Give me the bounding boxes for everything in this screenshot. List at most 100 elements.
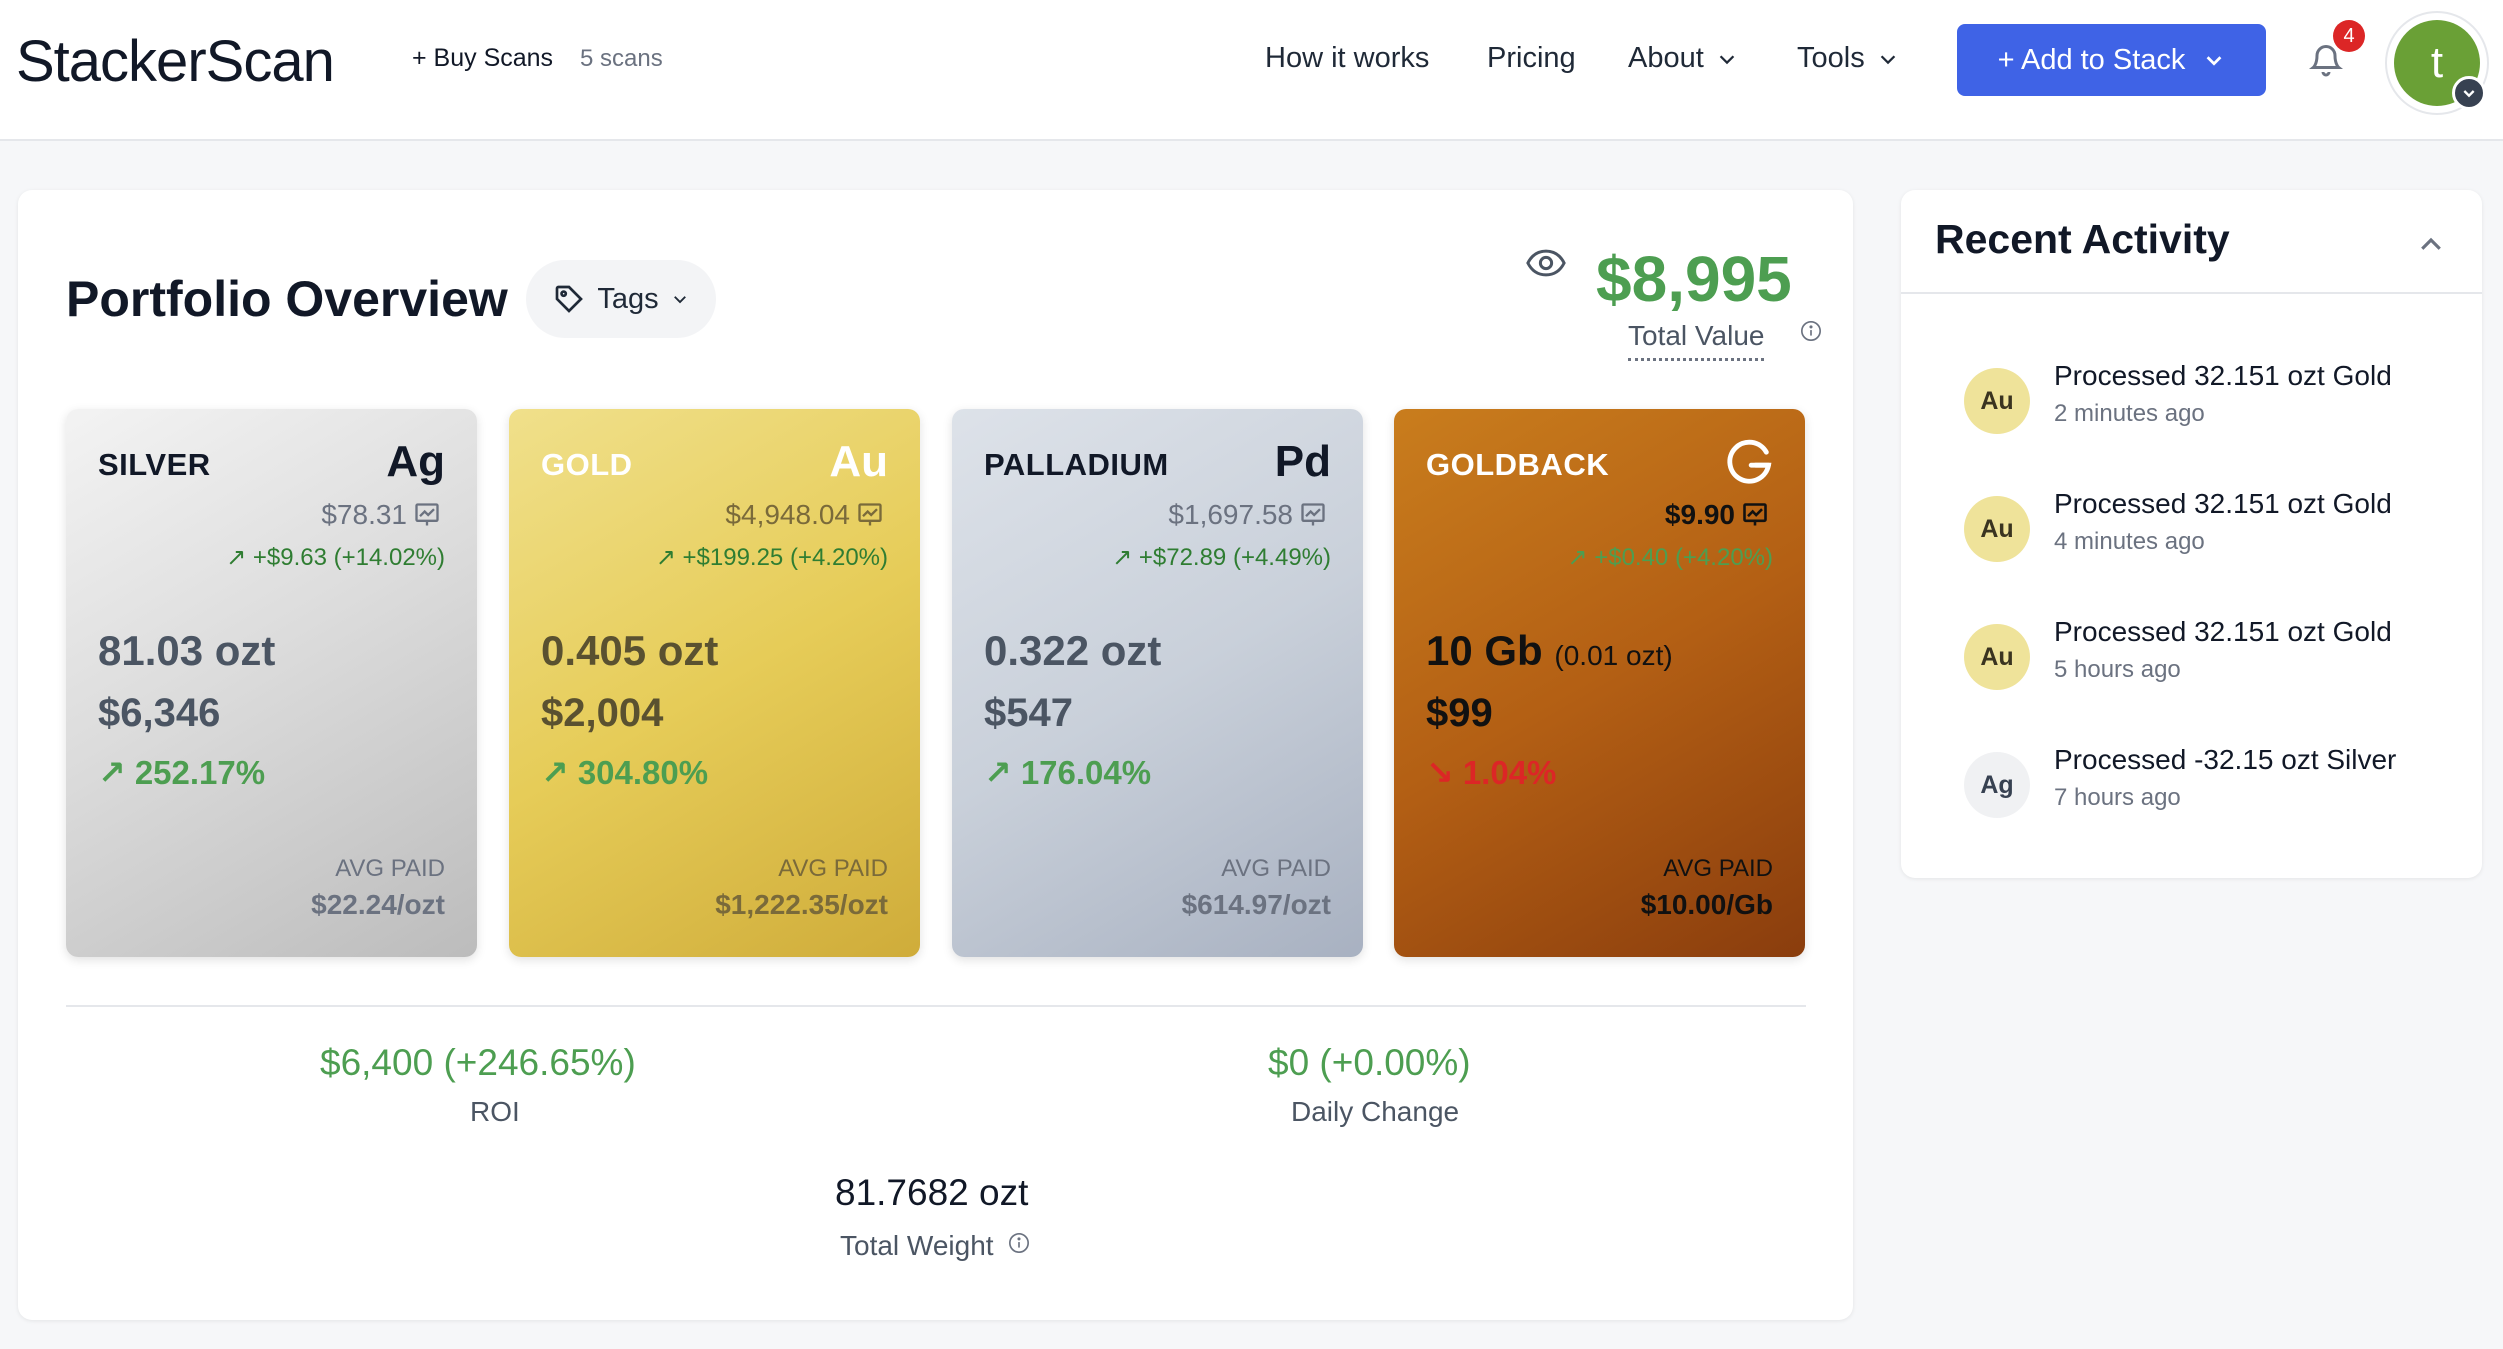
chevron-down-icon bbox=[673, 296, 686, 304]
activity-text: Processed 32.151 ozt Gold bbox=[2054, 488, 2392, 519]
total-weight-label: Total Weight bbox=[840, 1230, 994, 1261]
portfolio-overview-panel: Portfolio Overview Tags $8,995 Total Val… bbox=[18, 190, 1853, 1320]
spot-price: $78.31 bbox=[321, 499, 407, 530]
metal-badge: Au bbox=[1964, 624, 2030, 690]
nav-tools-dropdown[interactable]: Tools bbox=[1797, 42, 1899, 75]
activity-text: Processed 32.151 ozt Gold bbox=[2054, 616, 2392, 647]
info-icon[interactable] bbox=[1008, 1232, 1030, 1254]
metal-badge: Au bbox=[1964, 368, 2030, 434]
recent-activity-panel: Recent Activity Au Processed 32.151 ozt … bbox=[1901, 190, 2482, 878]
activity-time: 4 minutes ago bbox=[2054, 528, 2205, 555]
metal-name: GOLD bbox=[541, 447, 633, 482]
divider bbox=[1901, 292, 2482, 294]
nav-pricing[interactable]: Pricing bbox=[1487, 42, 1576, 75]
top-navigation-bar: StackerScan + Buy Scans 5 scans How it w… bbox=[0, 0, 2503, 141]
avg-paid-value: $614.97/ozt bbox=[1181, 889, 1331, 920]
tags-dropdown-button[interactable]: Tags bbox=[526, 260, 716, 338]
holding-value: $547 bbox=[984, 691, 1073, 735]
nav-label: About bbox=[1628, 42, 1704, 74]
nav-label: How it works bbox=[1265, 42, 1430, 74]
nav-label: Tools bbox=[1797, 42, 1865, 74]
avg-paid-value: $10.00/Gb bbox=[1640, 889, 1773, 920]
daily-change-value: $0 (+0.00%) bbox=[1268, 1042, 1471, 1083]
chevron-up-icon[interactable] bbox=[2416, 230, 2446, 260]
metal-symbol: Ag bbox=[386, 437, 445, 486]
activity-text: Processed 32.151 ozt Gold bbox=[2054, 360, 2392, 391]
goldback-logo-icon bbox=[1727, 439, 1772, 484]
metal-card-goldback[interactable]: GOLDBACK $9.90 ↗ +$0.40 (+4.20%) 10 Gb (… bbox=[1394, 409, 1805, 957]
holding-gain: ↗ 304.80% bbox=[541, 754, 709, 791]
chevron-down-icon bbox=[1719, 54, 1735, 64]
activity-item[interactable]: Ag Processed -32.15 ozt Silver 7 hours a… bbox=[1964, 744, 2464, 824]
add-to-stack-label: + Add to Stack bbox=[1997, 43, 2186, 76]
holding-gain: ↘ 1.04% bbox=[1426, 754, 1557, 791]
chart-icon[interactable] bbox=[856, 501, 884, 529]
holding-gain: ↗ 252.17% bbox=[98, 754, 266, 791]
nav-label: Pricing bbox=[1487, 42, 1576, 74]
activity-time: 7 hours ago bbox=[2054, 784, 2181, 811]
total-value: $8,995 bbox=[1596, 243, 1792, 315]
chart-icon[interactable] bbox=[1299, 501, 1327, 529]
metal-badge: Ag bbox=[1964, 752, 2030, 818]
scan-count: 5 scans bbox=[580, 45, 663, 72]
chart-icon[interactable] bbox=[413, 501, 441, 529]
metal-symbol: Pd bbox=[1274, 437, 1331, 486]
metal-name: GOLDBACK bbox=[1426, 447, 1610, 482]
holding-weight-units: 10 Gb bbox=[1426, 627, 1543, 674]
activity-item[interactable]: Au Processed 32.151 ozt Gold 5 hours ago bbox=[1964, 616, 2464, 696]
recent-activity-title: Recent Activity bbox=[1935, 216, 2230, 262]
daily-price-change: ↗ +$0.40 (+4.20%) bbox=[1567, 544, 1773, 571]
avg-paid-label: AVG PAID bbox=[1663, 855, 1773, 882]
bell-icon[interactable] bbox=[2308, 40, 2344, 80]
daily-price-change: ↗ +$199.25 (+4.20%) bbox=[655, 544, 888, 571]
divider bbox=[66, 1005, 1806, 1007]
roi-label: ROI bbox=[470, 1096, 520, 1127]
buy-scans-link[interactable]: + Buy Scans bbox=[412, 44, 554, 72]
spot-price: $9.90 bbox=[1664, 499, 1735, 530]
metal-name: PALLADIUM bbox=[984, 447, 1169, 482]
add-to-stack-button[interactable]: + Add to Stack bbox=[1957, 24, 2266, 96]
total-weight-value: 81.7682 ozt bbox=[835, 1172, 1029, 1213]
daily-change-label: Daily Change bbox=[1291, 1096, 1460, 1127]
total-value-label[interactable]: Total Value bbox=[1628, 320, 1765, 361]
nav-about-dropdown[interactable]: About bbox=[1628, 42, 1738, 75]
holding-weight-ozt: (0.01 ozt) bbox=[1554, 640, 1673, 671]
holding-weight: 81.03 ozt bbox=[98, 627, 276, 674]
metal-card-silver[interactable]: SILVER Ag $78.31 ↗ +$9.63 (+14.02%) 81.0… bbox=[66, 409, 477, 957]
activity-time: 2 minutes ago bbox=[2054, 400, 2205, 427]
spot-price: $4,948.04 bbox=[725, 499, 850, 530]
avg-paid-value: $1,222.35/ozt bbox=[715, 889, 888, 920]
activity-time: 5 hours ago bbox=[2054, 656, 2181, 683]
holding-weight: 0.405 ozt bbox=[541, 627, 719, 674]
chart-icon[interactable] bbox=[1741, 501, 1769, 529]
avg-paid-label: AVG PAID bbox=[335, 855, 445, 882]
holding-gain: ↗ 176.04% bbox=[984, 754, 1152, 791]
tags-label: Tags bbox=[597, 282, 659, 315]
daily-price-change: ↗ +$72.89 (+4.49%) bbox=[1112, 544, 1331, 571]
nav-how-it-works[interactable]: How it works bbox=[1265, 42, 1429, 75]
account-menu-toggle[interactable] bbox=[2452, 76, 2486, 110]
activity-item[interactable]: Au Processed 32.151 ozt Gold 2 minutes a… bbox=[1964, 360, 2464, 440]
logo[interactable]: StackerScan bbox=[16, 29, 335, 94]
tag-icon bbox=[556, 285, 584, 313]
metal-name: SILVER bbox=[98, 447, 211, 482]
metal-card-gold[interactable]: GOLD Au $4,948.04 ↗ +$199.25 (+4.20%) 0.… bbox=[509, 409, 920, 957]
metal-symbol: Au bbox=[829, 437, 888, 486]
holding-value: $6,346 bbox=[98, 691, 221, 735]
roi-value: $6,400 (+246.65%) bbox=[320, 1042, 636, 1083]
avg-paid-label: AVG PAID bbox=[1221, 855, 1331, 882]
avg-paid-value: $22.24/ozt bbox=[311, 889, 445, 920]
holding-value: $99 bbox=[1426, 691, 1493, 735]
avg-paid-label: AVG PAID bbox=[778, 855, 888, 882]
eye-icon[interactable] bbox=[1526, 248, 1566, 278]
info-icon[interactable] bbox=[1800, 320, 1822, 342]
chevron-down-icon bbox=[1880, 54, 1895, 64]
page-title: Portfolio Overview bbox=[66, 271, 508, 327]
holding-value: $2,004 bbox=[541, 691, 664, 735]
holding-weight: 10 Gb (0.01 ozt) bbox=[1426, 627, 1673, 675]
notification-badge: 4 bbox=[2333, 20, 2365, 52]
spot-price: $1,697.58 bbox=[1168, 499, 1293, 530]
metal-card-palladium[interactable]: PALLADIUM Pd $1,697.58 ↗ +$72.89 (+4.49%… bbox=[952, 409, 1363, 957]
chevron-down-icon bbox=[2207, 56, 2222, 66]
activity-item[interactable]: Au Processed 32.151 ozt Gold 4 minutes a… bbox=[1964, 488, 2464, 568]
